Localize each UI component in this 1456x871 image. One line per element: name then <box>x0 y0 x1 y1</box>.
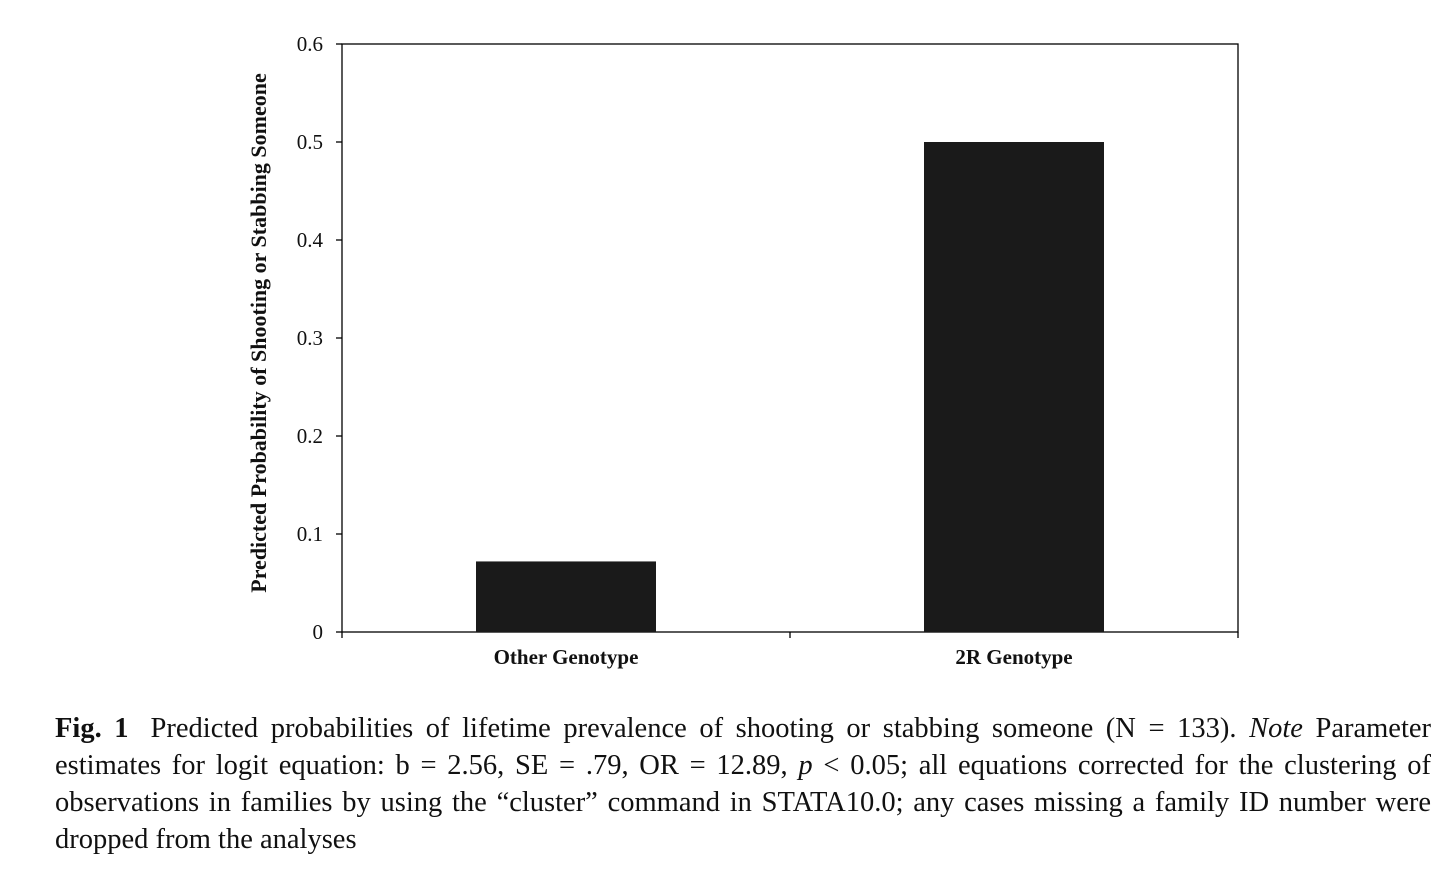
bar <box>476 561 656 632</box>
caption-p-symbol: p <box>798 750 813 781</box>
y-tick-label: 0.3 <box>297 326 323 350</box>
caption-text-1: Predicted probabilities of lifetime prev… <box>150 713 1237 744</box>
figure-label: Fig. 1 <box>55 713 129 744</box>
y-tick-label: 0.1 <box>297 522 323 546</box>
y-tick-label: 0.5 <box>297 130 323 154</box>
y-tick-label: 0.6 <box>297 32 323 56</box>
bar-chart: 0 0.1 0.2 0.3 0.4 0.5 0.6 Other Genotype 2R Gen… <box>246 32 1239 669</box>
y-axis-title: Predicted Probability of Shooting or Sta… <box>246 73 271 593</box>
bars-group <box>476 142 1104 632</box>
bar <box>924 142 1104 632</box>
y-tick-label: 0.4 <box>297 228 324 252</box>
x-category-label: 2R Genotype <box>955 645 1072 669</box>
caption-note-label: Note <box>1249 713 1303 744</box>
caption-text-3: < 0.05; all equations corrected for the … <box>55 750 1432 855</box>
x-axis-ticks: Other Genotype 2R Genotype <box>341 632 1239 669</box>
figure-caption: Fig. 1 Predicted probabilities of lifetim… <box>55 710 1431 858</box>
y-tick-label: 0 <box>313 620 324 644</box>
y-tick-label: 0.2 <box>297 424 323 448</box>
y-axis-ticks: 0 0.1 0.2 0.3 0.4 0.5 0.6 <box>297 32 342 644</box>
caption-text-2: Parameter estimates for logit equation: … <box>55 713 1432 781</box>
x-category-label: Other Genotype <box>494 645 639 669</box>
